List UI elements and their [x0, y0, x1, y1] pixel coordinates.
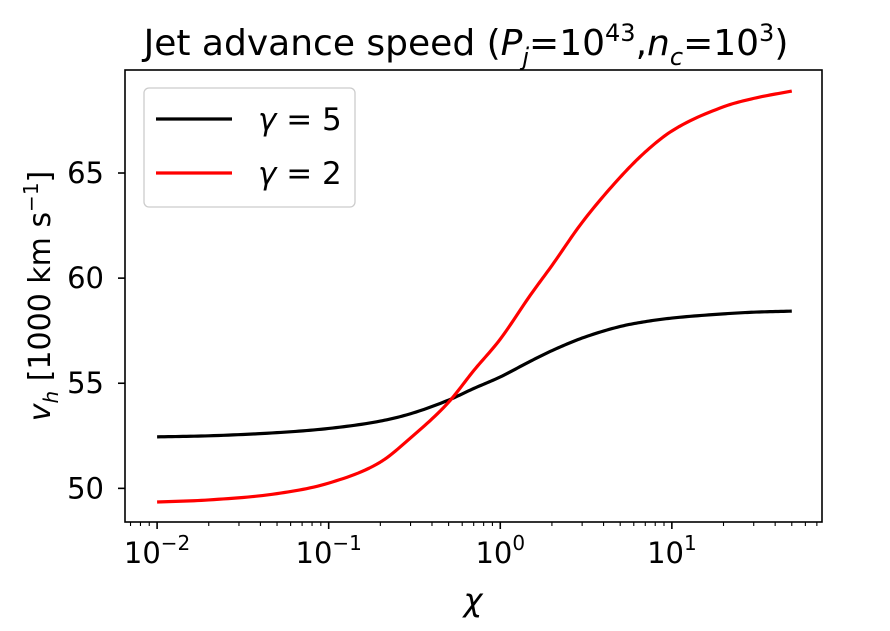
y-axis-label: vh [1000 km s−1]: [19, 171, 63, 422]
series-line-gamma-2: [157, 89, 793, 504]
y-tick-label: 60: [67, 261, 104, 295]
x-tick-label: 10−1: [296, 531, 362, 570]
y-tick-labels: 50 55 60 65: [67, 156, 104, 505]
x-tick-labels: 10−2 10−1 100 101: [124, 531, 697, 570]
y-tick-label: 65: [67, 156, 104, 190]
x-tick-label: 101: [647, 531, 697, 570]
x-axis-label: χ: [462, 581, 484, 619]
y-tick-label: 50: [67, 471, 104, 505]
y-tick-label: 55: [67, 366, 104, 400]
series-layer: [157, 89, 793, 504]
legend-label: γ = 2: [258, 156, 342, 192]
series-line-gamma-5: [157, 309, 792, 439]
x-tick-label: 100: [475, 531, 525, 570]
x-tick-label: 10−2: [124, 531, 190, 570]
tick-layer: [118, 172, 818, 529]
chart-title: Jet advance speed (Pj=1043,nc=103): [142, 19, 789, 71]
legend: γ = 5 γ = 2: [143, 87, 356, 208]
legend-entry-gamma-5: γ = 5: [156, 102, 342, 138]
legend-entry-gamma-2: γ = 2: [156, 156, 342, 192]
legend-label: γ = 5: [258, 102, 342, 138]
